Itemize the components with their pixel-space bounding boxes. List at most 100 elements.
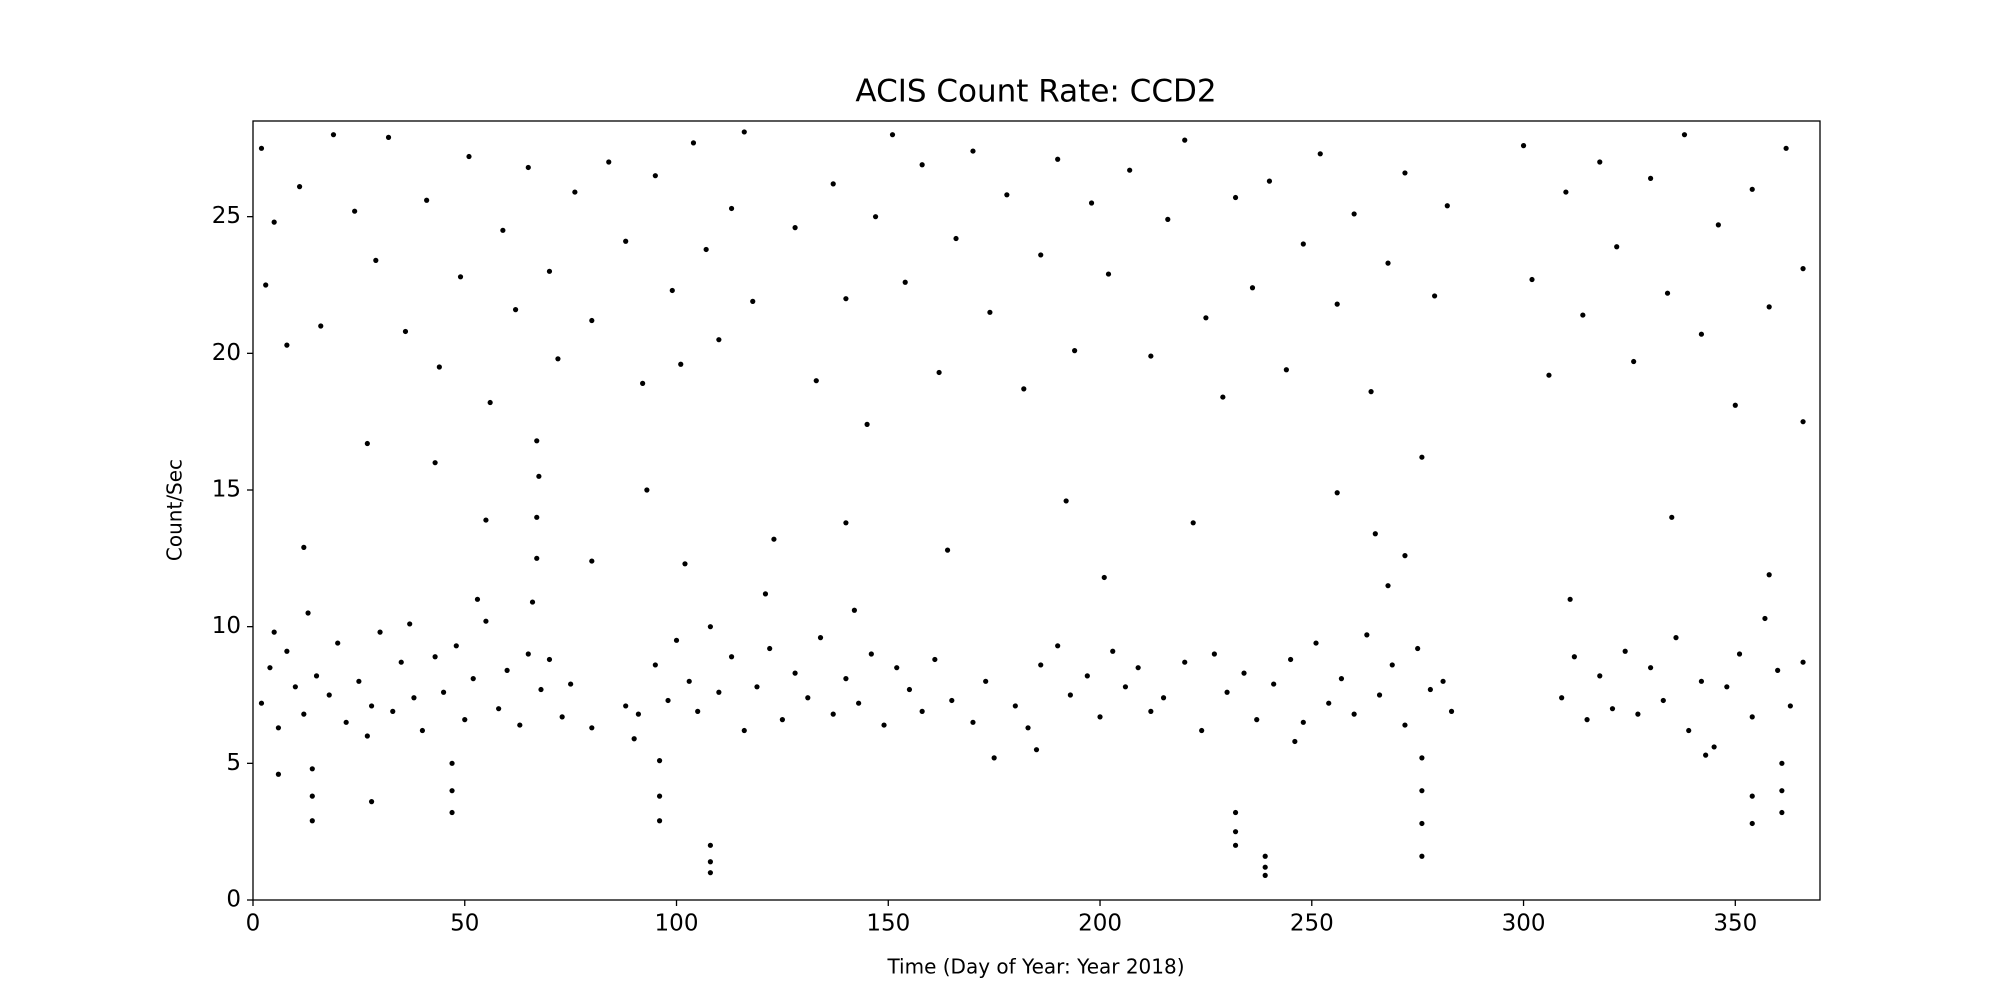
point [1055,643,1061,649]
point [529,599,536,605]
point [267,665,273,671]
point [1326,700,1332,706]
point [449,788,455,794]
point [330,132,337,138]
point [1622,648,1628,654]
point [1783,145,1789,151]
point [889,132,896,138]
point [487,399,493,406]
point [1288,656,1294,663]
point [669,287,675,294]
point [1135,665,1141,671]
x-tick-label: 200 [1078,911,1122,937]
point [1440,678,1446,684]
point [1351,711,1357,717]
point [534,514,540,520]
point [309,818,315,824]
point [644,487,650,493]
point [707,859,713,865]
point [813,378,819,384]
point [462,717,468,723]
point [1529,276,1535,283]
point [678,361,684,367]
point [1609,706,1616,712]
point [474,596,481,602]
point [1165,216,1171,222]
point [1419,820,1425,827]
point [1419,788,1425,794]
point [390,708,396,715]
point [1681,132,1688,138]
point [1220,394,1226,400]
point [424,197,430,203]
point [1567,596,1573,602]
point [792,670,798,676]
point [1563,189,1569,195]
point [377,629,383,635]
point [1232,842,1239,848]
point [1686,727,1692,734]
point [936,369,942,376]
point [284,648,290,654]
point [1300,241,1306,247]
point [525,651,531,657]
point [309,793,315,799]
point [525,164,531,171]
point [432,654,438,660]
y-tick-label: 15 [212,477,241,503]
point [983,678,989,684]
point [864,421,870,427]
point [1732,402,1738,408]
point [606,159,612,165]
point [1698,331,1705,337]
point [1334,301,1340,307]
point [1402,722,1408,728]
point [517,722,523,728]
point [385,134,392,140]
point [817,635,824,641]
point [1199,727,1205,734]
point [504,667,510,674]
point [368,703,375,709]
point [1427,686,1433,693]
point [1432,293,1438,299]
point [970,719,976,725]
point [589,317,595,324]
point [932,656,938,663]
point [741,727,747,734]
point [1038,662,1044,668]
point [1724,684,1730,690]
point [1351,211,1357,217]
point [534,438,540,444]
point [991,755,997,761]
point [1415,645,1421,652]
point [843,520,849,526]
point [1338,676,1345,682]
y-tick-label: 25 [212,203,241,229]
point [1419,454,1425,460]
point [373,257,379,263]
point [1584,717,1590,723]
point [538,686,544,693]
point [568,681,574,687]
point [1088,200,1095,206]
point [1182,137,1188,143]
point [301,544,307,551]
point [1766,572,1772,578]
point [1419,755,1425,761]
point [546,656,553,663]
point [631,736,637,742]
point [1779,760,1785,766]
point [1292,738,1298,745]
point [623,238,629,244]
point [872,214,879,220]
point [949,697,955,704]
point [1597,673,1603,679]
x-tick-label: 350 [1713,911,1757,937]
point [1012,703,1018,709]
point [1055,156,1061,162]
point [305,610,311,616]
point [343,719,349,725]
point [1110,648,1116,654]
y-tick-label: 20 [212,340,241,366]
